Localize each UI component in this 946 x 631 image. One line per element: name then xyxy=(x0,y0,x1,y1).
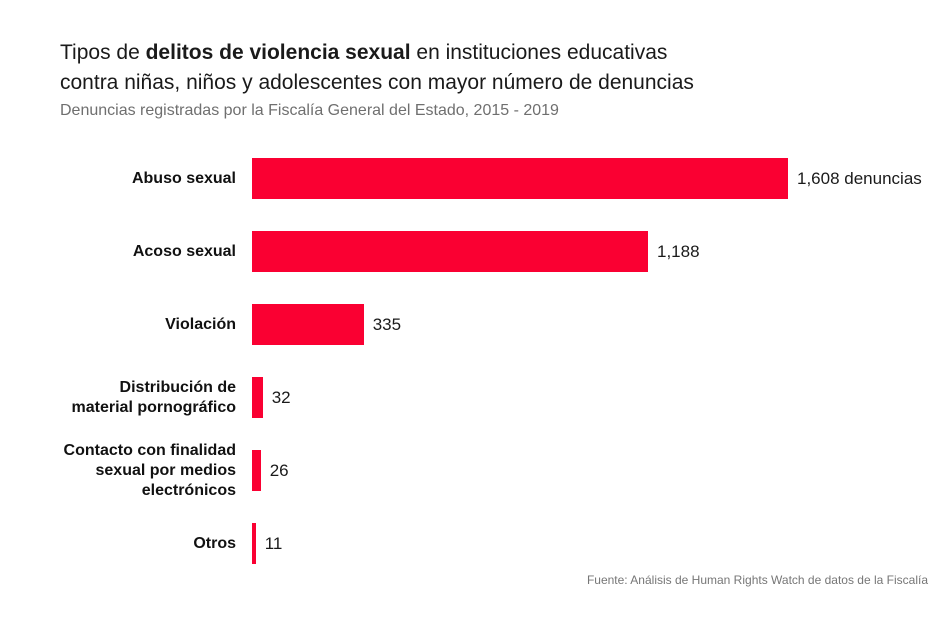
value-label: 26 xyxy=(269,460,289,480)
chart-row: Otros 11 xyxy=(60,523,920,564)
page-title: Tipos de delitos de violencia sexual en … xyxy=(60,38,694,98)
bar xyxy=(252,377,263,418)
value-label: 32 xyxy=(271,387,291,407)
bar-chart: Abuso sexual 1,608 denuncias Acoso sexual 1… xyxy=(60,158,922,564)
bar xyxy=(252,304,364,345)
page-title-line-1: Tipos de delitos de violencia sexual en … xyxy=(60,38,694,68)
category-label: Distribución de material pornográfico xyxy=(71,378,236,416)
bar xyxy=(252,231,648,272)
chart-row: Contacto con finalidad sexual por medios… xyxy=(60,442,920,499)
page-title-line-2: contra niñas, niños y adolescentes con m… xyxy=(60,71,694,94)
value-label: 1,608 denuncias xyxy=(797,168,922,188)
category-label: Otros xyxy=(193,534,236,552)
value-label: 11 xyxy=(264,533,283,553)
value-label: 335 xyxy=(372,314,402,334)
chart-row: Acoso sexual 1,188 xyxy=(60,231,920,272)
title-text-pre: Tipos de xyxy=(60,41,146,64)
category-label: Violación xyxy=(165,315,236,333)
bar xyxy=(252,523,256,564)
chart-row: Violación 335 xyxy=(60,304,920,345)
title-text-post: en instituciones educativas xyxy=(410,41,668,64)
bar xyxy=(252,158,788,199)
category-label: Contacto con finalidad sexual por medios… xyxy=(63,441,236,499)
chart-row: Distribución de material pornográfico 32 xyxy=(60,377,920,418)
bar xyxy=(252,450,261,491)
title-text-bold: delitos de violencia sexual xyxy=(145,41,411,64)
category-label: Abuso sexual xyxy=(131,169,236,187)
chart-row: Abuso sexual 1,608 denuncias xyxy=(60,158,922,199)
value-label: 1,188 xyxy=(657,241,700,261)
source-note: Fuente: Análisis de Human Rights Watch d… xyxy=(586,573,928,587)
category-label: Acoso sexual xyxy=(132,242,236,260)
chart-subtitle: Denuncias registradas por la Fiscalía Ge… xyxy=(60,102,559,119)
